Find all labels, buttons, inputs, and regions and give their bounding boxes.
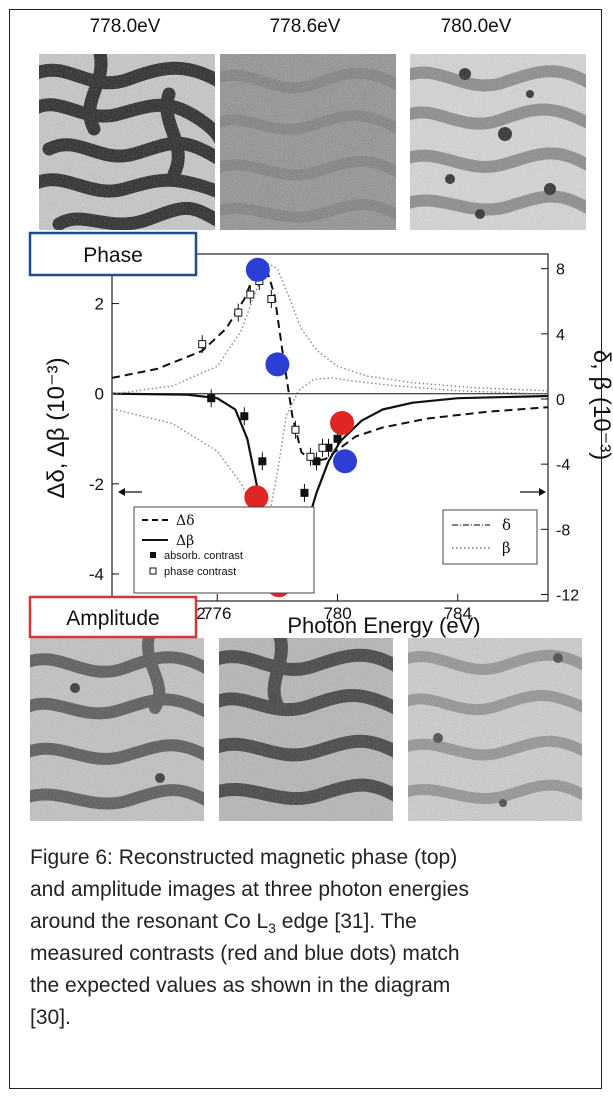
data-point-filled-square <box>312 457 321 466</box>
y-right-axis-title: δ, β (10⁻³) <box>588 350 613 461</box>
legend-right: δ β <box>442 509 538 565</box>
red-contrast-dot <box>330 410 355 435</box>
data-point-open-square <box>246 290 255 299</box>
y-left-tick-label: -2 <box>89 475 104 494</box>
caption-line-1: Figure 6: Reconstructed magnetic phase (… <box>30 846 458 869</box>
caption-line-3a: around the resonant Co L <box>30 910 269 933</box>
series-line-right-dotted-series <box>111 377 549 521</box>
dispersion-chart: 776 780 784 2 -4 -2 0 2 -12 -8 -4 0 4 8 Δδ, Δβ (10⁻³)… <box>28 231 613 639</box>
series-line-right-dotted-series <box>111 263 549 395</box>
data-point-filled-square <box>207 394 216 403</box>
figure-frame <box>9 9 602 1089</box>
amplitude-image-780-0 <box>408 638 582 821</box>
legend-beta: β <box>502 539 511 557</box>
caption-line-5: the expected values as shown in the diag… <box>30 974 451 997</box>
y-right-tick-label: -12 <box>556 587 579 604</box>
data-point-filled-square <box>258 457 267 466</box>
energy-label-780-0: 780.0eV <box>440 16 512 37</box>
blue-contrast-dot <box>265 352 290 377</box>
caption-line-3: around the resonant Co L3 edge [31]. The <box>30 906 590 938</box>
phase-image-778-0 <box>39 54 215 230</box>
phase-label-box: Phase <box>28 231 198 277</box>
amplitude-image-778-6 <box>219 638 393 821</box>
phase-image-778-6 <box>220 54 396 230</box>
x-tick-label: 784 <box>444 604 472 623</box>
left-axis-arrow <box>118 488 142 496</box>
caption-line-4: measured contrasts (red and blue dots) m… <box>30 942 460 965</box>
y-left-tick-label: -4 <box>89 565 104 584</box>
blue-contrast-dot <box>333 449 358 474</box>
data-point-open-square <box>267 295 276 304</box>
amplitude-image-778-0 <box>30 638 204 821</box>
y-right-tick-label: 4 <box>556 327 565 344</box>
caption-line-6: [30]. <box>30 1006 71 1029</box>
x-axis-title: Photon Energy (eV) <box>287 613 480 638</box>
figure-caption: Figure 6: Reconstructed magnetic phase (… <box>30 842 590 1034</box>
energy-label-778-0: 778.0eV <box>89 16 161 37</box>
amplitude-label-box: Amplitude <box>28 595 198 639</box>
x-tick-label-partial: 2 <box>196 604 205 623</box>
phase-image-780-0 <box>410 54 586 230</box>
y-left-tick-label: 2 <box>95 295 104 314</box>
data-point-open-square <box>306 452 315 461</box>
y-left-axis-title: Δδ, Δβ (10⁻³) <box>43 357 70 498</box>
legend-phase: phase contrast <box>164 566 236 578</box>
caption-line-3b: edge [31]. The <box>275 910 417 933</box>
data-point-open-square <box>198 340 207 349</box>
y-left-tick-label: 0 <box>95 385 104 404</box>
data-point-open-square <box>234 308 243 317</box>
blue-contrast-dot <box>245 257 270 282</box>
y-right-tick-label: -4 <box>556 457 570 474</box>
y-right-tick-label: -8 <box>556 522 570 539</box>
red-contrast-dot <box>244 485 269 510</box>
y-right-tick-label: 8 <box>556 262 565 279</box>
phase-label: Phase <box>83 244 143 267</box>
y-right-tick-label: 0 <box>556 392 565 409</box>
legend-delta-delta: Δδ <box>176 513 195 529</box>
energy-label-778-6: 778.6eV <box>269 16 341 37</box>
data-point-filled-square <box>240 412 249 421</box>
right-axis-arrow <box>520 488 546 496</box>
data-point-open-square <box>318 443 327 452</box>
caption-line-3-subscript: 3 <box>268 920 276 937</box>
legend-absorb: absorb. contrast <box>164 550 243 562</box>
data-point-filled-square <box>300 488 309 497</box>
legend-delta-beta: Δβ <box>176 533 194 549</box>
amplitude-label: Amplitude <box>66 607 159 630</box>
x-tick-label: 776 <box>203 604 231 623</box>
legend-left: Δδ Δβ absorb. contrast phase contrast <box>133 506 315 594</box>
legend-delta: δ <box>502 516 511 534</box>
caption-line-2: and amplitude images at three photon ene… <box>30 878 469 901</box>
data-point-filled-square <box>333 434 342 443</box>
data-point-open-square <box>291 425 300 434</box>
series-line-left-dashed-series <box>111 264 549 463</box>
x-tick-label: 780 <box>323 604 351 623</box>
